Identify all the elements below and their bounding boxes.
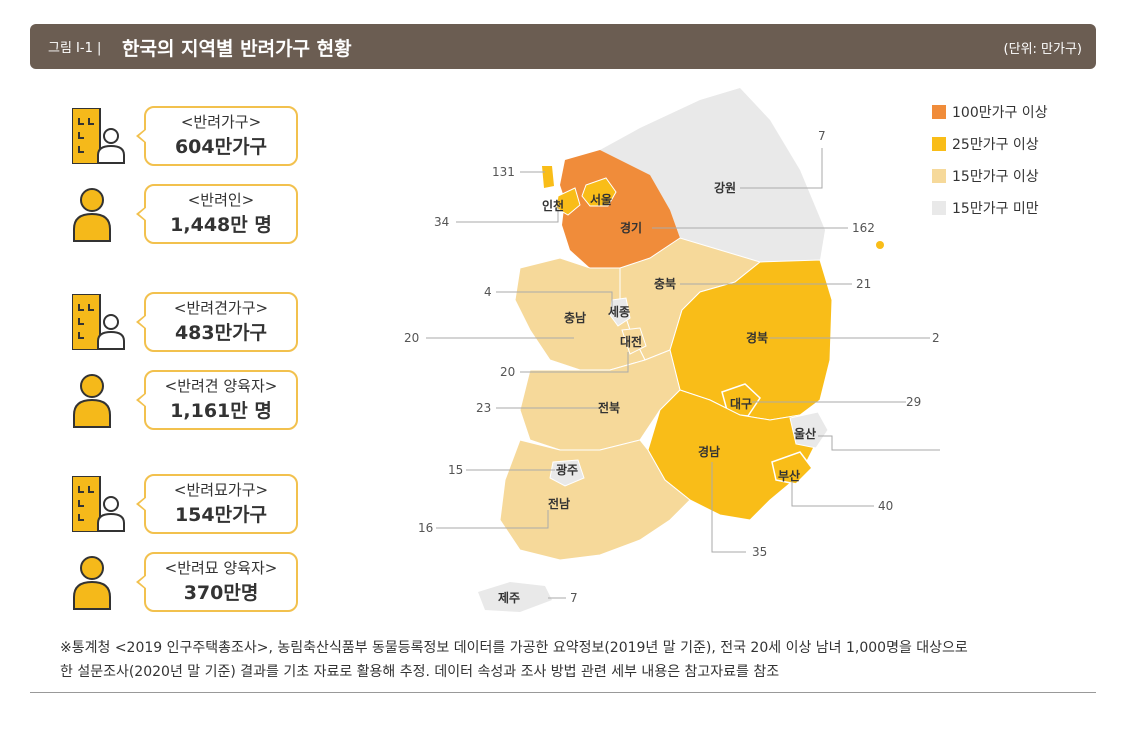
stat-value: 370만명	[183, 582, 259, 604]
stat-label: <반려가구>	[180, 113, 262, 131]
stat-bubble: <반려묘가구> 154만가구	[136, 474, 298, 534]
region-label-chungnam: 충남	[564, 310, 586, 325]
legend-item: 100만가구 이상	[932, 102, 1048, 122]
region-jeju	[478, 582, 552, 612]
region-value-jeonbuk: 23	[476, 401, 491, 415]
region-label-daejeon: 대전	[620, 334, 642, 349]
region-value-daejeon: 20	[500, 365, 515, 379]
stat-bubble: <반려견가구> 483만가구	[136, 292, 298, 352]
region-value-chungnam: 20	[404, 331, 419, 345]
region-value-gangwon: 7	[818, 129, 826, 143]
region-label-jeju: 제주	[498, 591, 520, 605]
stat-value: 1,448만 명	[170, 214, 272, 236]
region-label-ulsan: 울산	[794, 426, 816, 441]
region-value-gwangju: 15	[448, 463, 463, 477]
stat-value: 154만가구	[174, 504, 268, 526]
stat-value: 1,161만 명	[170, 400, 272, 422]
stat-value: 483만가구	[174, 322, 268, 344]
region-label-busan: 부산	[778, 468, 800, 483]
legend-swatch	[932, 105, 946, 119]
person-icon	[73, 556, 111, 610]
region-ulsan	[789, 411, 829, 449]
stat-bubble: <반려가구> 604만가구	[136, 106, 298, 166]
legend-swatch	[932, 137, 946, 151]
legend-label: 15만가구 이상	[952, 169, 1039, 185]
footnote-line: 한 설문조사(2020년 말 기준) 결과를 기초 자료로 활용해 추정. 데이…	[60, 664, 780, 680]
region-label-chungbuk: 충북	[654, 276, 676, 291]
person-icon	[73, 374, 111, 428]
legend-swatch	[932, 201, 946, 215]
region-ulleung	[876, 241, 884, 249]
legend-label: 100만가구 이상	[952, 105, 1048, 121]
legend-item: 15만가구 이상	[932, 166, 1039, 186]
stat-label: <반려인>	[187, 191, 255, 209]
footnote-line: ※통계청 <2019 인구주택총조사>, 농림축산식품부 동물등록정보 데이터를…	[60, 640, 968, 656]
legend-item: 15만가구 미만	[932, 198, 1039, 218]
region-gyeonggi	[560, 150, 680, 268]
region-daejeon	[621, 327, 647, 355]
region-label-jeonnam: 전남	[548, 496, 570, 511]
source-footnote: ※통계청 <2019 인구주택총조사>, 농림축산식품부 동물등록정보 데이터를…	[60, 636, 1080, 684]
region-label-seoul: 서울	[590, 192, 612, 207]
region-value-seoul: 131	[492, 165, 515, 179]
figure-title: 한국의 지역별 반려가구 현황	[122, 38, 352, 60]
region-value-gyeongbuk: 29	[932, 331, 940, 345]
region-label-gyeongnam: 경남	[698, 444, 720, 459]
region-gangwon	[600, 88, 825, 262]
stat-label: <반려묘 양육자>	[164, 559, 278, 577]
legend-label: 25만가구 이상	[952, 137, 1039, 153]
region-label-daegu: 대구	[730, 397, 752, 411]
region-label-gyeonggi: 경기	[620, 220, 642, 235]
stat-label: <반려묘가구>	[173, 481, 269, 499]
person-icon	[73, 188, 111, 242]
stat-label: <반려견가구>	[173, 299, 269, 317]
region-gwangju	[549, 459, 585, 487]
stat-value: 604만가구	[174, 136, 268, 158]
figure-title-bar: 그림 Ⅰ-1 | 한국의 지역별 반려가구 현황 (단위: 만가구)	[30, 24, 1096, 69]
region-value-gyeongnam: 35	[752, 545, 767, 559]
stat-bubble: <반려묘 양육자> 370만명	[136, 552, 298, 612]
region-value-incheon: 34	[434, 215, 449, 229]
region-value-busan: 40	[878, 499, 893, 513]
region-label-gyeongbuk: 경북	[746, 331, 768, 345]
region-label-jeonbuk: 전북	[598, 400, 620, 415]
stat-bubble: <반려인> 1,448만 명	[136, 184, 298, 244]
region-busan	[771, 451, 813, 485]
unit-label: (단위: 만가구)	[1003, 42, 1082, 57]
bottom-divider	[30, 692, 1096, 693]
region-incheon-island	[542, 166, 554, 188]
legend-label: 15만가구 미만	[952, 201, 1039, 217]
legend-swatch	[932, 169, 946, 183]
region-value-sejong: 4	[484, 285, 492, 299]
region-sejong	[609, 297, 631, 327]
region-label-incheon: 인천	[542, 198, 564, 213]
region-value-daegu: 29	[906, 395, 921, 409]
region-value-jeju: 7	[570, 591, 578, 605]
stat-label: <반려견 양육자>	[164, 377, 278, 395]
legend-item: 25만가구 이상	[932, 134, 1039, 154]
figure-label: 그림 Ⅰ-1 |	[48, 41, 102, 56]
stat-bubble: <반려견 양육자> 1,161만 명	[136, 370, 298, 430]
region-incheon	[555, 187, 581, 216]
building-person-icon	[72, 294, 125, 350]
region-label-gwangju: 광주	[556, 462, 578, 477]
region-value-gyeonggi: 162	[852, 221, 875, 235]
region-value-chungbuk: 21	[856, 277, 871, 291]
building-person-icon	[72, 476, 125, 532]
region-seoul	[581, 177, 617, 207]
building-person-icon	[72, 108, 125, 164]
region-label-gangwon: 강원	[714, 181, 736, 195]
region-value-jeonnam: 16	[418, 521, 433, 535]
korea-region-map: 서울 인천 경기 강원 충북 세종 충남 대전 경북 전북 대구 울산 경남 광…	[404, 88, 940, 612]
region-label-sejong: 세종	[608, 304, 630, 319]
